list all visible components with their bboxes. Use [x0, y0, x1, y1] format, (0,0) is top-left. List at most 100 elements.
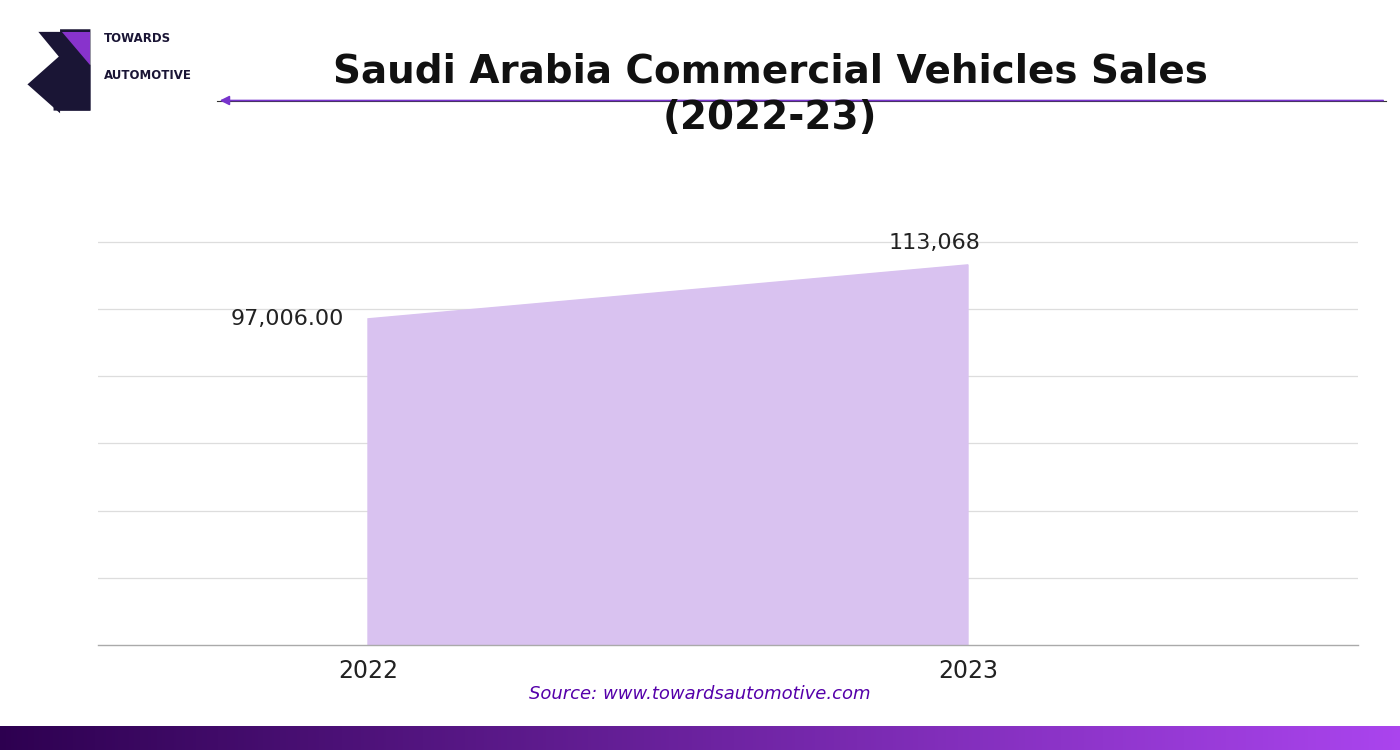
Bar — [636, 726, 638, 750]
Bar — [1392, 726, 1394, 750]
Bar — [720, 726, 722, 750]
Bar — [294, 726, 297, 750]
Bar — [468, 726, 470, 750]
Bar — [893, 726, 896, 750]
Bar — [227, 726, 230, 750]
Text: Saudi Arabia Commercial Vehicles Sales
(2022-23): Saudi Arabia Commercial Vehicles Sales (… — [333, 53, 1207, 137]
Bar — [372, 726, 375, 750]
Bar — [347, 726, 350, 750]
Bar — [930, 726, 932, 750]
Bar — [146, 726, 148, 750]
Bar — [353, 726, 356, 750]
Bar — [1193, 726, 1196, 750]
Bar — [680, 726, 683, 750]
Bar — [1347, 726, 1350, 750]
Bar — [140, 726, 143, 750]
Bar — [1196, 726, 1198, 750]
Bar — [554, 726, 557, 750]
Bar — [902, 726, 904, 750]
Bar — [168, 726, 171, 750]
Bar — [302, 726, 305, 750]
Bar — [1190, 726, 1193, 750]
Bar — [1002, 726, 1005, 750]
Bar — [988, 726, 991, 750]
Bar — [106, 726, 109, 750]
Text: TOWARDS: TOWARDS — [104, 32, 171, 45]
Bar — [1240, 726, 1243, 750]
Bar — [344, 726, 347, 750]
Bar — [664, 726, 666, 750]
Bar — [112, 726, 115, 750]
Bar — [1042, 726, 1044, 750]
Bar — [1212, 726, 1215, 750]
Bar — [823, 726, 826, 750]
Polygon shape — [28, 29, 91, 113]
Bar — [162, 726, 165, 750]
Bar — [910, 726, 913, 750]
Bar — [594, 726, 596, 750]
Bar — [1030, 726, 1033, 750]
Bar — [53, 726, 56, 750]
Bar — [1252, 726, 1254, 750]
Bar — [258, 726, 260, 750]
Bar — [672, 726, 675, 750]
Bar — [171, 726, 174, 750]
Bar — [879, 726, 882, 750]
Bar — [874, 726, 876, 750]
Bar — [207, 726, 210, 750]
Bar — [1313, 726, 1316, 750]
Bar — [1336, 726, 1338, 750]
Bar — [1056, 726, 1058, 750]
Bar — [367, 726, 370, 750]
Bar — [986, 726, 988, 750]
Bar — [759, 726, 762, 750]
Bar — [697, 726, 700, 750]
Bar — [585, 726, 588, 750]
Bar — [795, 726, 798, 750]
Bar — [515, 726, 518, 750]
Bar — [1249, 726, 1252, 750]
Bar — [1058, 726, 1061, 750]
Bar — [90, 726, 92, 750]
Bar — [644, 726, 647, 750]
Bar — [414, 726, 417, 750]
Bar — [890, 726, 893, 750]
Bar — [84, 726, 87, 750]
Bar — [798, 726, 801, 750]
Bar — [686, 726, 689, 750]
Bar — [244, 726, 246, 750]
Bar — [395, 726, 398, 750]
Bar — [1238, 726, 1240, 750]
Bar — [678, 726, 680, 750]
Bar — [767, 726, 770, 750]
Bar — [1019, 726, 1022, 750]
Bar — [3, 726, 6, 750]
Bar — [857, 726, 860, 750]
Bar — [92, 726, 95, 750]
Bar — [440, 726, 442, 750]
Bar — [358, 726, 361, 750]
Bar — [400, 726, 403, 750]
Bar — [862, 726, 865, 750]
Bar — [98, 726, 101, 750]
Bar — [1173, 726, 1176, 750]
Bar — [1397, 726, 1400, 750]
Bar — [1044, 726, 1047, 750]
Bar — [980, 726, 983, 750]
Polygon shape — [38, 32, 87, 61]
Bar — [134, 726, 137, 750]
Bar — [81, 726, 84, 750]
Bar — [535, 726, 538, 750]
Bar — [994, 726, 997, 750]
Bar — [1204, 726, 1207, 750]
Bar — [991, 726, 994, 750]
Bar — [1050, 726, 1053, 750]
Bar — [17, 726, 20, 750]
Bar — [1154, 726, 1156, 750]
Bar — [1285, 726, 1288, 750]
Bar — [157, 726, 160, 750]
Bar — [1182, 726, 1184, 750]
Bar — [182, 726, 185, 750]
Bar — [1151, 726, 1154, 750]
Bar — [563, 726, 566, 750]
